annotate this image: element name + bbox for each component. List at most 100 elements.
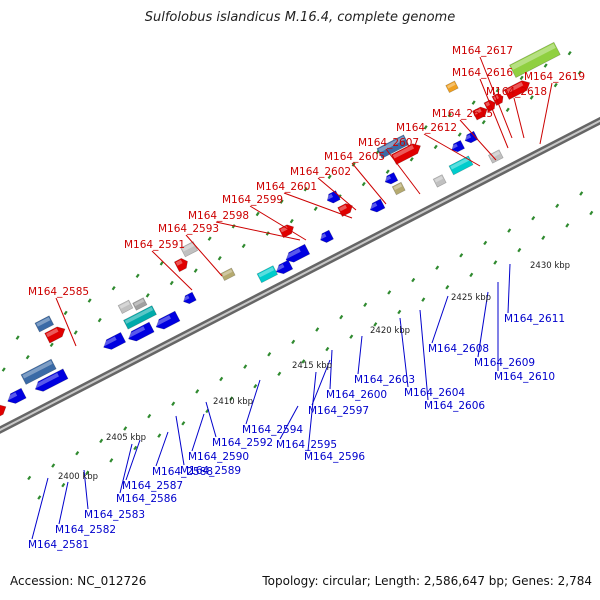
reverse-gene-label[interactable]: M164_2586 <box>116 493 177 505</box>
gene-feature[interactable] <box>503 78 532 100</box>
reverse-gene-label[interactable]: M164_2611 <box>504 313 565 325</box>
gene-feature[interactable] <box>101 331 127 352</box>
gene-feature[interactable] <box>123 305 157 330</box>
gene-feature[interactable] <box>173 256 190 273</box>
gene-feature[interactable] <box>220 267 236 282</box>
reverse-gene-label[interactable]: M164_2592 <box>212 437 273 449</box>
track-dots <box>1 50 594 500</box>
topology-text: Topology: circular; Length: 2,586,647 bp… <box>262 574 592 588</box>
gene-feature[interactable] <box>450 139 465 153</box>
gene-feature[interactable] <box>0 402 9 422</box>
reverse-label-leader <box>155 431 169 467</box>
gene-feature[interactable] <box>325 190 341 205</box>
gene-feature[interactable] <box>33 368 69 394</box>
track-dot <box>87 298 92 303</box>
forward-gene-label[interactable]: M164_2619 <box>524 71 585 83</box>
gene-feature[interactable] <box>445 80 459 94</box>
gene-feature[interactable] <box>509 41 561 78</box>
forward-gene-label[interactable]: M164_2615 <box>432 108 493 120</box>
reverse-gene-label[interactable]: M164_2590 <box>188 451 249 463</box>
forward-gene-label[interactable]: M164_2607 <box>358 137 419 149</box>
track-dot <box>169 280 174 286</box>
gene-feature[interactable] <box>117 299 134 314</box>
reverse-gene-label[interactable]: M164_2582 <box>55 524 116 536</box>
track-dot <box>361 181 366 187</box>
gene-features <box>0 41 561 422</box>
gene-feature[interactable] <box>256 265 278 284</box>
forward-gene-label[interactable]: M164_2591 <box>124 239 185 251</box>
track-dot <box>519 75 524 81</box>
forward-gene-label[interactable]: M164_2612 <box>396 122 457 134</box>
reverse-gene-label[interactable]: M164_2596 <box>304 451 365 463</box>
gene-feature[interactable] <box>337 201 355 217</box>
forward-gene-label[interactable]: M164_2617 <box>452 45 513 57</box>
reverse-gene-label[interactable]: M164_2610 <box>494 371 555 383</box>
reverse-gene-label[interactable]: M164_2595 <box>276 439 337 451</box>
reverse-gene-label[interactable]: M164_2583 <box>84 509 145 521</box>
reverse-gene-label[interactable]: M164_2594 <box>242 424 303 436</box>
reverse-gene-label[interactable]: M164_2606 <box>424 400 485 412</box>
reverse-gene-label[interactable]: M164_2608 <box>428 343 489 355</box>
gene-feature[interactable] <box>132 297 148 311</box>
track-dot <box>567 50 572 56</box>
forward-gene-label[interactable]: M164_2602 <box>290 166 351 178</box>
reverse-gene-label[interactable]: M164_2600 <box>326 389 387 401</box>
gene-feature[interactable] <box>34 315 55 333</box>
forward-label-leader <box>317 177 357 211</box>
reverse-gene-label[interactable]: M164_2589 <box>180 465 241 477</box>
forward-gene-label[interactable]: M164_2618 <box>486 86 547 98</box>
track-dot <box>243 364 248 369</box>
track-dot <box>291 339 296 345</box>
forward-label-leader <box>513 97 525 139</box>
track-dot <box>409 157 414 162</box>
gene-feature[interactable] <box>488 149 504 164</box>
reverse-label-leader <box>279 405 299 440</box>
axis-tick-label: 2420 kbp <box>370 326 410 336</box>
gene-feature[interactable] <box>383 172 399 185</box>
gene-feature[interactable] <box>390 141 423 165</box>
gene-feature[interactable] <box>182 291 197 305</box>
gene-feature[interactable] <box>44 324 68 344</box>
gene-feature[interactable] <box>274 259 294 276</box>
gene-feature[interactable] <box>5 387 27 406</box>
gene-feature[interactable] <box>154 310 181 332</box>
track-dot <box>63 310 68 316</box>
forward-gene-label[interactable]: M164_2593 <box>158 223 219 235</box>
forward-label-leader <box>479 56 513 139</box>
forward-gene-label[interactable]: M164_2598 <box>188 210 249 222</box>
gene-feature[interactable] <box>432 174 447 188</box>
gene-feature[interactable] <box>463 130 479 144</box>
reverse-gene-label[interactable]: M164_2597 <box>308 405 369 417</box>
gene-feature[interactable] <box>180 241 199 258</box>
forward-label-leader <box>215 221 301 241</box>
gene-feature[interactable] <box>391 181 406 196</box>
reverse-gene-label[interactable]: M164_2587 <box>122 480 183 492</box>
gene-feature[interactable] <box>376 134 410 159</box>
reverse-label-leader <box>311 359 331 406</box>
track-dot <box>543 63 548 68</box>
reverse-gene-label[interactable]: M164_2581 <box>28 539 89 551</box>
gene-feature[interactable] <box>318 229 334 244</box>
axis-tick-label: 2425 kbp <box>451 293 491 303</box>
reverse-gene-label[interactable]: M164_2603 <box>354 374 415 386</box>
forward-label-leader <box>423 133 481 167</box>
gene-feature[interactable] <box>471 105 489 121</box>
reverse-gene-label[interactable]: M164_2604 <box>404 387 465 399</box>
reverse-label-leader <box>31 477 49 540</box>
forward-gene-label[interactable]: M164_2605 <box>324 151 385 163</box>
accession-text: Accession: NC_012726 <box>10 574 147 588</box>
gene-feature[interactable] <box>448 155 474 176</box>
track-dot <box>387 290 392 295</box>
gene-feature[interactable] <box>126 321 155 344</box>
track-dot <box>373 322 378 327</box>
forward-gene-label[interactable]: M164_2599 <box>222 194 283 206</box>
gene-feature[interactable] <box>283 243 311 265</box>
reverse-gene-label[interactable]: M164_2609 <box>474 357 535 369</box>
forward-gene-label[interactable]: M164_2601 <box>256 181 317 193</box>
gene-feature[interactable] <box>20 358 57 385</box>
forward-gene-label[interactable]: M164_2585 <box>28 286 89 298</box>
gene-feature[interactable] <box>368 198 386 214</box>
forward-gene-label[interactable]: M164_2616 <box>452 67 513 79</box>
reverse-gene-label[interactable]: M164_2588 <box>152 466 213 478</box>
